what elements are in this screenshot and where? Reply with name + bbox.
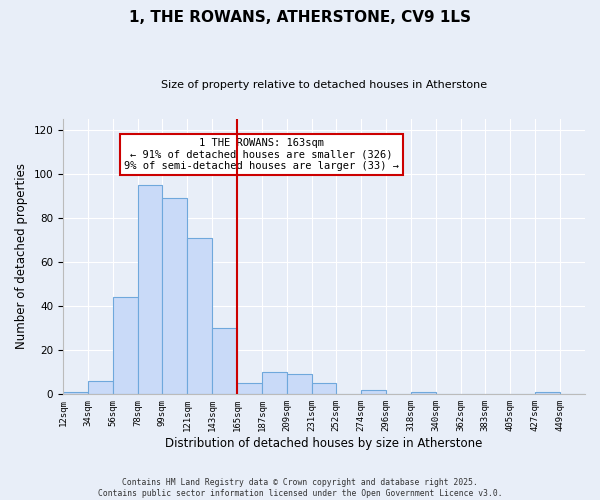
Bar <box>237 384 262 394</box>
X-axis label: Distribution of detached houses by size in Atherstone: Distribution of detached houses by size … <box>166 437 483 450</box>
Title: Size of property relative to detached houses in Atherstone: Size of property relative to detached ho… <box>161 80 487 90</box>
Bar <box>187 238 212 394</box>
Bar <box>535 392 560 394</box>
Bar <box>411 392 436 394</box>
Bar <box>212 328 237 394</box>
Bar <box>312 384 336 394</box>
Text: 1, THE ROWANS, ATHERSTONE, CV9 1LS: 1, THE ROWANS, ATHERSTONE, CV9 1LS <box>129 10 471 25</box>
Bar <box>113 298 138 394</box>
Bar <box>262 372 287 394</box>
Y-axis label: Number of detached properties: Number of detached properties <box>15 164 28 350</box>
Bar <box>88 381 113 394</box>
Bar <box>138 184 162 394</box>
Bar <box>287 374 312 394</box>
Text: 1 THE ROWANS: 163sqm
← 91% of detached houses are smaller (326)
9% of semi-detac: 1 THE ROWANS: 163sqm ← 91% of detached h… <box>124 138 399 171</box>
Text: Contains HM Land Registry data © Crown copyright and database right 2025.
Contai: Contains HM Land Registry data © Crown c… <box>98 478 502 498</box>
Bar <box>361 390 386 394</box>
Bar <box>162 198 187 394</box>
Bar <box>63 392 88 394</box>
